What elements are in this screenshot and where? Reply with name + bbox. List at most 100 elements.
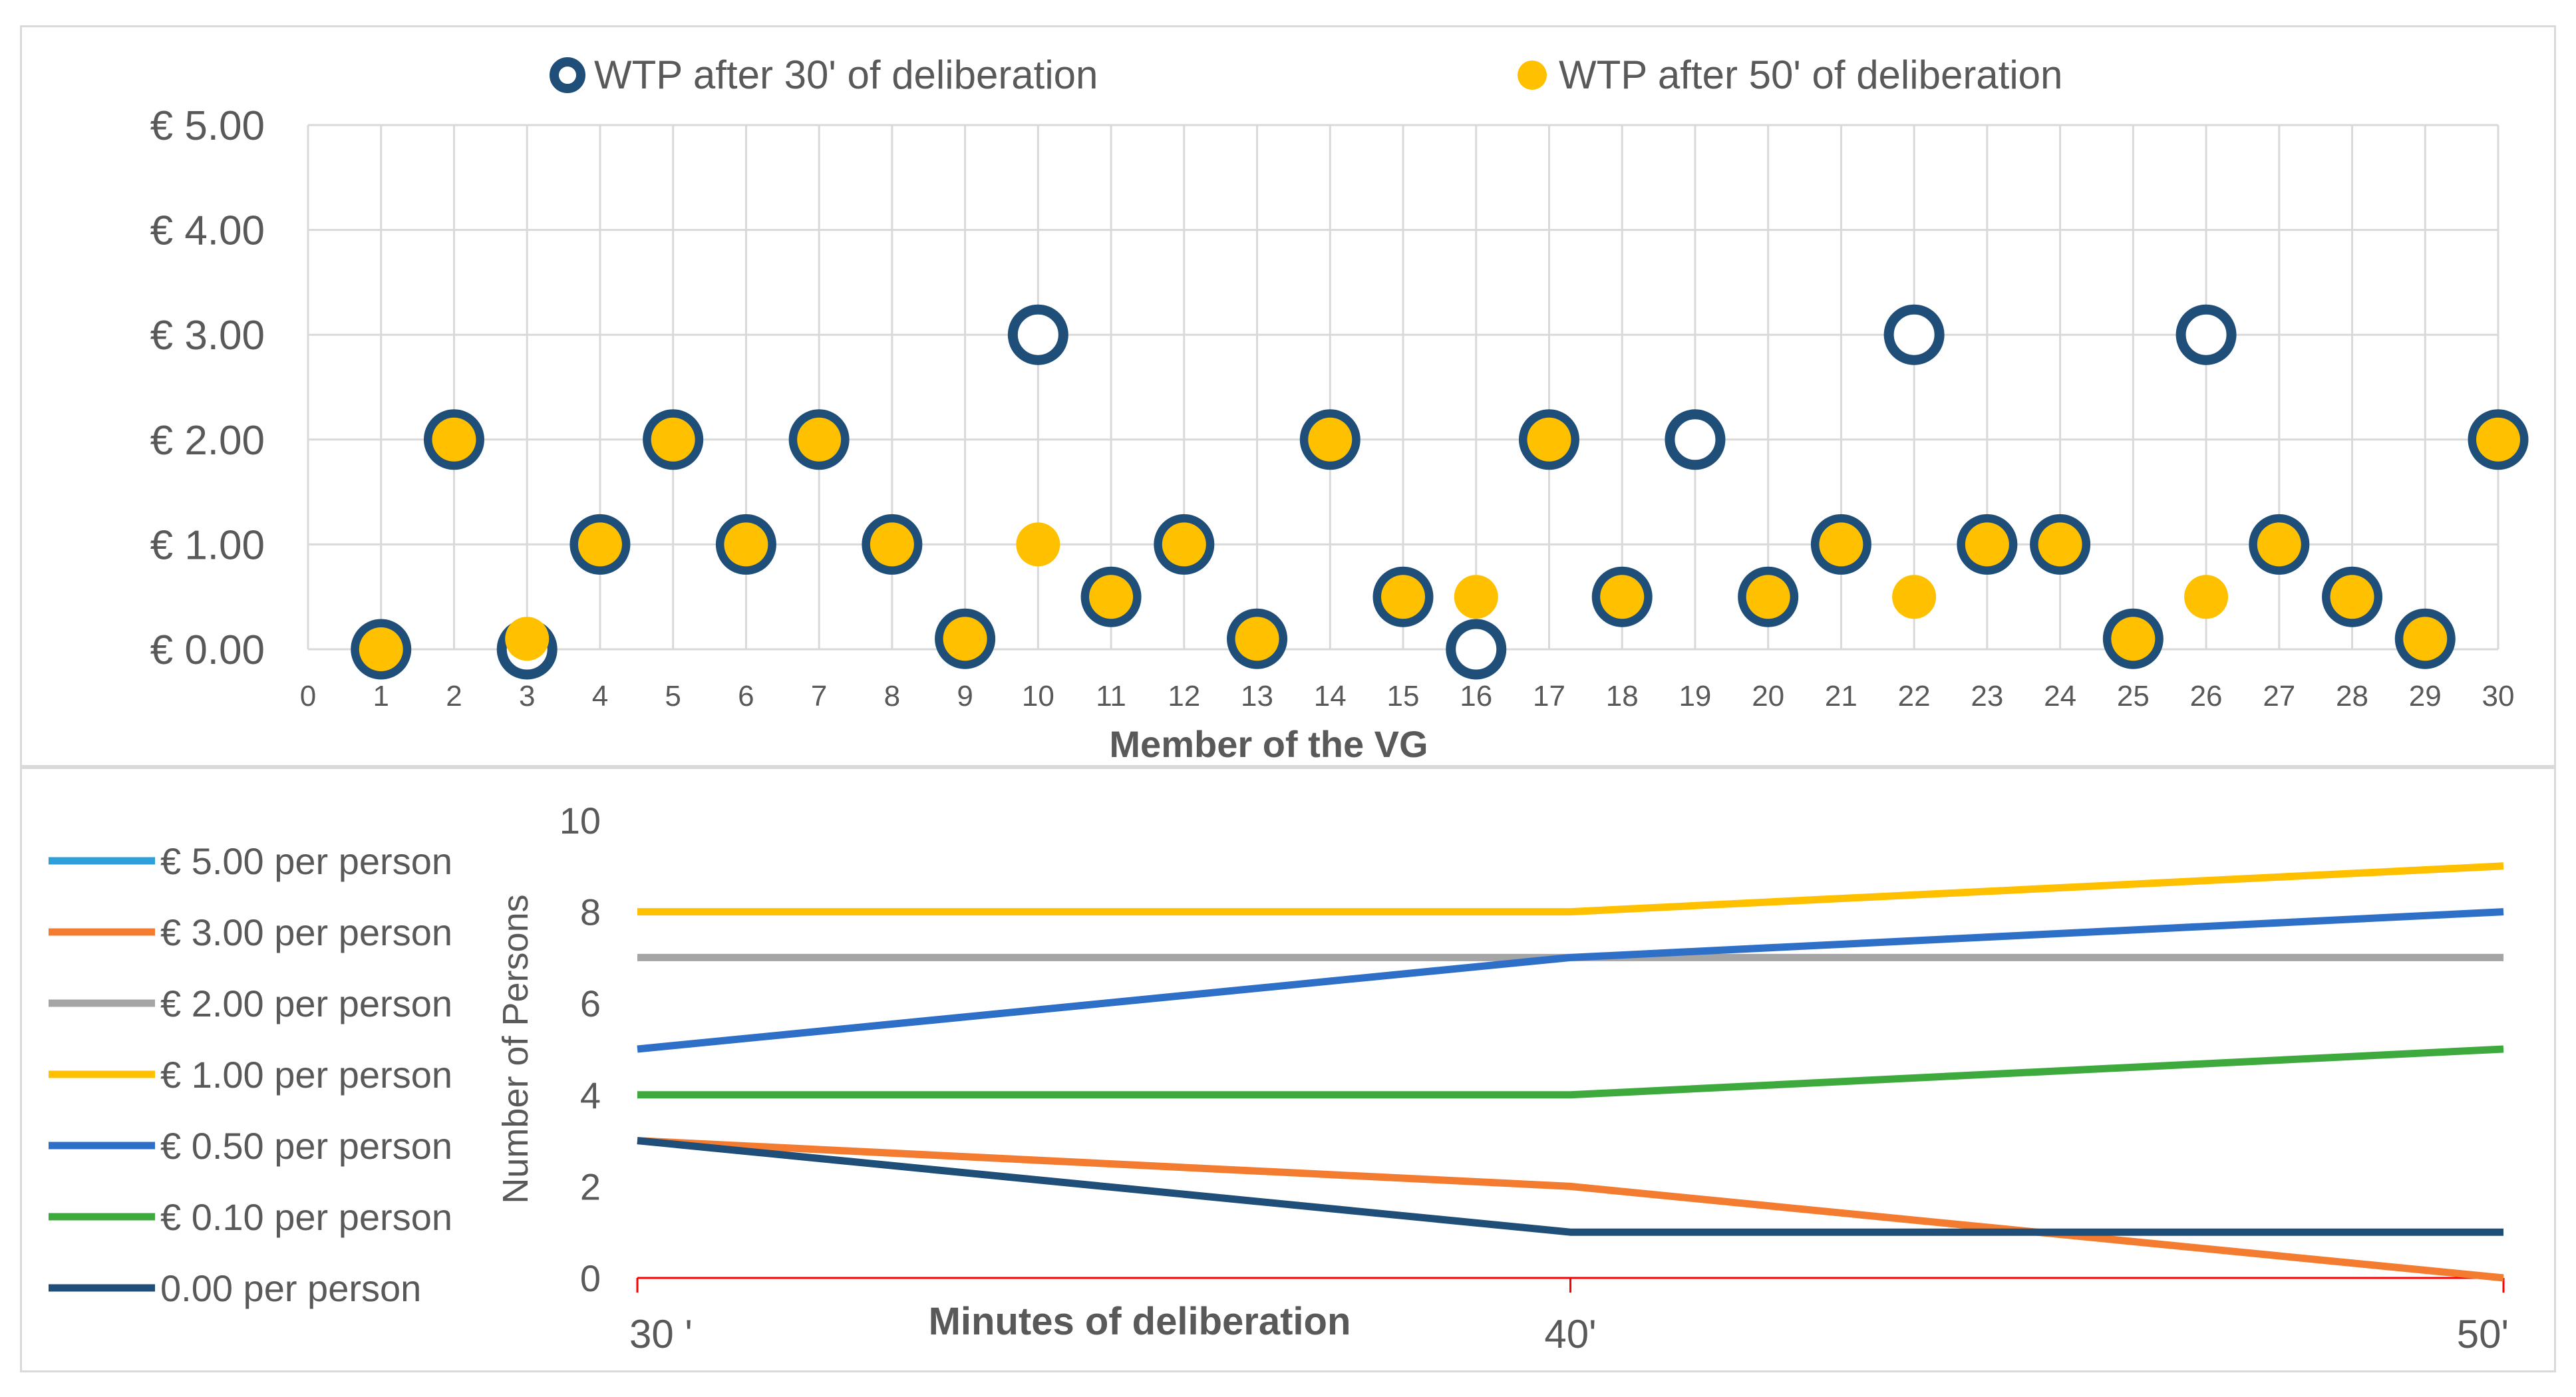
- series-line: [637, 862, 2504, 916]
- series-line: [637, 1137, 2503, 1236]
- x-tick-label: 12: [1168, 680, 1200, 712]
- scatter-point-30min: [1665, 409, 1726, 470]
- x-tick-label: 40': [1544, 1312, 1596, 1356]
- x-tick-label: 21: [1825, 680, 1857, 712]
- x-axis-title: Member of the VG: [1109, 723, 1428, 765]
- y-tick-label: € 2.00: [150, 418, 265, 464]
- x-tick-label: 3: [519, 680, 535, 712]
- scatter-point-50min: [1235, 617, 1279, 661]
- scatter-point-50min: [1089, 575, 1134, 619]
- x-tick-label: 17: [1533, 680, 1565, 712]
- y-axis-title: Number of Persons: [496, 894, 536, 1203]
- x-tick-label: 29: [2409, 680, 2442, 712]
- legend-label: WTP after 50' of deliberation: [1559, 53, 2062, 97]
- legend-ring-marker: [550, 57, 585, 93]
- scatter-point-50min: [1016, 522, 1060, 567]
- y-tick-label: 8: [580, 891, 601, 933]
- series-line: [637, 908, 2504, 1053]
- legend-label: € 0.10 per person: [160, 1196, 452, 1238]
- y-tick-label: 2: [580, 1165, 601, 1207]
- scatter-point-50min: [505, 617, 550, 661]
- scatter-point-50min: [359, 627, 403, 671]
- x-tick-label: 13: [1241, 680, 1273, 712]
- scatter-point-50min: [1819, 522, 1863, 567]
- scatter-point-50min: [1381, 575, 1425, 619]
- x-tick-label: 6: [738, 680, 754, 712]
- y-tick-label: € 4.00: [150, 208, 265, 254]
- x-tick-label: 10: [1022, 680, 1054, 712]
- legend-label: € 2.00 per person: [160, 983, 452, 1024]
- scatter-point-50min: [1892, 575, 1937, 619]
- legend-label: € 0.50 per person: [160, 1125, 452, 1167]
- scatter-point-50min: [943, 617, 987, 661]
- x-tick-label: 24: [2044, 680, 2076, 712]
- x-tick-label: 50': [2457, 1312, 2509, 1356]
- legend-label: 0.00 per person: [160, 1267, 421, 1309]
- x-tick-label: 30 ': [629, 1312, 693, 1356]
- line-chart-panel: 0 2 4 6 8 10 Number of Persons 30 ' 40' 50' Minute…: [20, 767, 2556, 1372]
- scatter-point-50min: [2038, 522, 2082, 567]
- scatter-point-50min: [2330, 575, 2374, 619]
- y-tick-label: 10: [560, 800, 601, 842]
- scatter-point-50min: [1965, 522, 2009, 567]
- scatter-point-50min: [651, 417, 695, 462]
- wtp-scatter-chart: € 0.00€ 1.00€ 2.00€ 3.00€ 4.00€ 5.000 1 2 3…: [150, 53, 2529, 765]
- x-tick-label: 15: [1387, 680, 1420, 712]
- scatter-point-50min: [2257, 522, 2301, 567]
- series-line: [637, 1045, 2504, 1099]
- x-tick-label: 25: [2117, 680, 2150, 712]
- x-tick-label: 18: [1606, 680, 1639, 712]
- x-tick-label: 11: [1096, 680, 1126, 712]
- x-tick-label: 16: [1460, 680, 1492, 712]
- scatter-point-50min: [1308, 417, 1353, 462]
- legend-label: WTP after 30' of deliberation: [594, 53, 1098, 97]
- scatter-point-50min: [432, 417, 476, 462]
- legend-dot-marker: [1518, 61, 1547, 90]
- scatter-point-30min: [1883, 304, 1945, 365]
- scatter-point-50min: [1746, 575, 1790, 619]
- x-tick-label: 9: [957, 680, 973, 712]
- y-tick-label: € 3.00: [150, 313, 265, 359]
- x-tick-label: 19: [1679, 680, 1711, 712]
- scatter-point-50min: [870, 522, 914, 567]
- x-tick-label: 5: [665, 680, 681, 712]
- persons-line-chart: 0 2 4 6 8 10 Number of Persons 30 ' 40' 50' Minute…: [49, 800, 2509, 1356]
- scatter-point-50min: [2111, 617, 2156, 661]
- scatter-point-50min: [724, 522, 768, 567]
- x-tick-label: 28: [2336, 680, 2368, 712]
- y-tick-label: 0: [580, 1257, 601, 1299]
- scatter-point-50min: [1162, 522, 1206, 567]
- scatter-point-50min: [2476, 417, 2520, 462]
- scatter-point-50min: [1527, 417, 1571, 462]
- y-tick-label: 6: [580, 983, 601, 1024]
- y-tick-label: € 5.00: [150, 103, 265, 149]
- x-tick-label: 30: [2482, 680, 2515, 712]
- x-tick-label: 23: [1971, 680, 2003, 712]
- legend-label: € 5.00 per person: [160, 840, 452, 882]
- scatter-point-50min: [1454, 575, 1498, 619]
- scatter-point-50min: [797, 417, 842, 462]
- y-tick-label: € 1.00: [150, 522, 265, 568]
- scatter-point-50min: [1600, 575, 1645, 619]
- legend-label: € 1.00 per person: [160, 1054, 452, 1096]
- legend-label: € 3.00 per person: [160, 911, 452, 953]
- x-tick-label: 14: [1314, 680, 1347, 712]
- scatter-chart-panel: € 0.00 € 1.00 € 2.00 € 3.00 € 4.00 € 5.00 0 1 2 3…: [20, 25, 2556, 767]
- x-tick-label: 0: [300, 680, 316, 712]
- y-tick-label: € 0.00: [150, 627, 265, 673]
- scatter-point-30min: [1007, 304, 1068, 365]
- x-tick-label: 26: [2190, 680, 2223, 712]
- scatter-point-50min: [2184, 575, 2229, 619]
- series-line: [637, 1137, 2504, 1282]
- x-axis-title: Minutes of deliberation: [929, 1300, 1351, 1343]
- x-tick-label: 2: [446, 680, 462, 712]
- x-tick-label: 7: [811, 680, 827, 712]
- scatter-point-50min: [2403, 617, 2448, 661]
- scatter-point-30min: [2175, 304, 2237, 365]
- x-tick-label: 22: [1898, 680, 1931, 712]
- scatter-point-50min: [577, 522, 622, 567]
- x-tick-label: 20: [1752, 680, 1784, 712]
- x-tick-label: 4: [592, 680, 608, 712]
- x-tick-label: 27: [2263, 680, 2295, 712]
- x-tick-label: 1: [373, 680, 389, 712]
